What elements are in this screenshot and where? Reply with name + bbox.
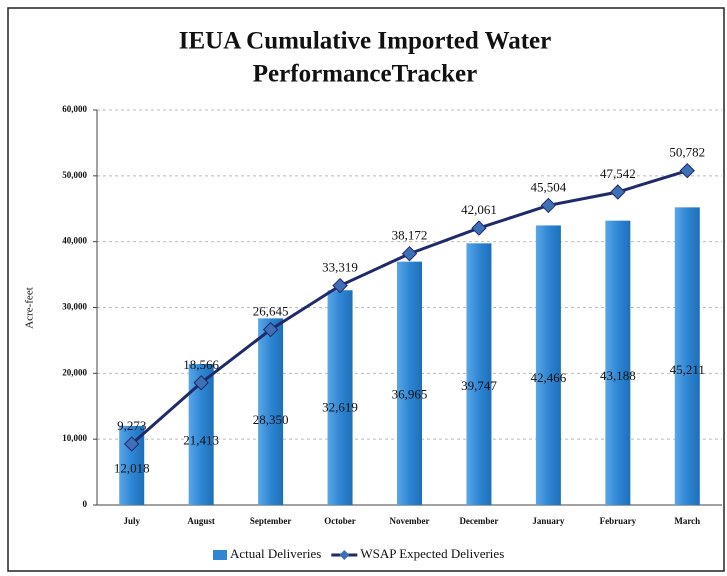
line-value-label: 38,172: [392, 228, 428, 243]
bar: [397, 261, 422, 505]
bar-value-label: 43,188: [600, 368, 636, 383]
y-tick-label: 50,000: [62, 170, 87, 180]
line-value-label: 45,504: [531, 179, 567, 194]
bar-value-label: 12,018: [114, 460, 150, 475]
line-marker: [262, 321, 279, 338]
line-marker: [471, 220, 487, 236]
line-marker: [332, 277, 348, 294]
bar-value-label: 21,413: [183, 433, 219, 448]
chart-title: IEUA Cumulative Imported Water: [179, 28, 551, 55]
x-tick-label: August: [187, 516, 215, 526]
bar-value-label: 39,747: [461, 378, 497, 393]
bar-value-label: 32,619: [322, 399, 358, 414]
x-tick-label: February: [600, 516, 637, 526]
x-tick-label: March: [674, 516, 700, 526]
y-tick-label: 0: [83, 499, 88, 509]
line-value-label: 9,273: [117, 418, 146, 433]
line-value-label: 42,061: [461, 202, 497, 217]
line-marker: [193, 375, 209, 391]
y-axis-label: Acre-feet: [24, 287, 36, 329]
y-tick-label: 30,000: [62, 302, 87, 312]
bar: [327, 290, 353, 505]
x-tick-label: December: [459, 516, 498, 526]
line-value-label: 50,782: [669, 145, 705, 160]
frame: [7, 7, 725, 572]
line-marker: [610, 184, 626, 200]
bar-value-label: 36,965: [392, 386, 428, 401]
line-value-label: 26,645: [253, 304, 289, 319]
bar-value-label: 42,466: [531, 370, 567, 385]
y-tick-label: 40,000: [62, 236, 87, 246]
line-value-label: 47,542: [600, 166, 636, 181]
bar-value-label: 28,350: [253, 412, 289, 427]
line-marker: [679, 162, 695, 179]
x-tick-label: September: [250, 516, 292, 526]
line-value-label: 18,566: [183, 357, 219, 372]
y-tick-label: 20,000: [62, 367, 87, 377]
y-tick-label: 10,000: [62, 433, 87, 443]
bar: [466, 243, 492, 505]
legend-swatch: [213, 550, 227, 560]
legend-label: WSAP Expected Deliveries: [360, 546, 504, 561]
y-tick-label: 60,000: [62, 104, 87, 114]
line-marker: [540, 197, 557, 214]
x-tick-label: January: [532, 516, 565, 526]
legend-swatch: [339, 550, 350, 560]
bar: [605, 220, 631, 505]
x-tick-label: July: [123, 516, 140, 526]
chart-title: PerformanceTracker: [253, 61, 477, 88]
x-tick-label: October: [324, 516, 356, 526]
line-marker: [124, 436, 140, 452]
bar-value-label: 45,211: [670, 362, 705, 377]
legend-label: Actual Deliveries: [230, 546, 321, 561]
line-value-label: 33,319: [322, 260, 358, 275]
bar: [258, 318, 284, 505]
bar: [535, 225, 561, 505]
line-marker: [401, 245, 418, 262]
x-tick-label: November: [390, 516, 430, 526]
bar: [674, 207, 700, 506]
